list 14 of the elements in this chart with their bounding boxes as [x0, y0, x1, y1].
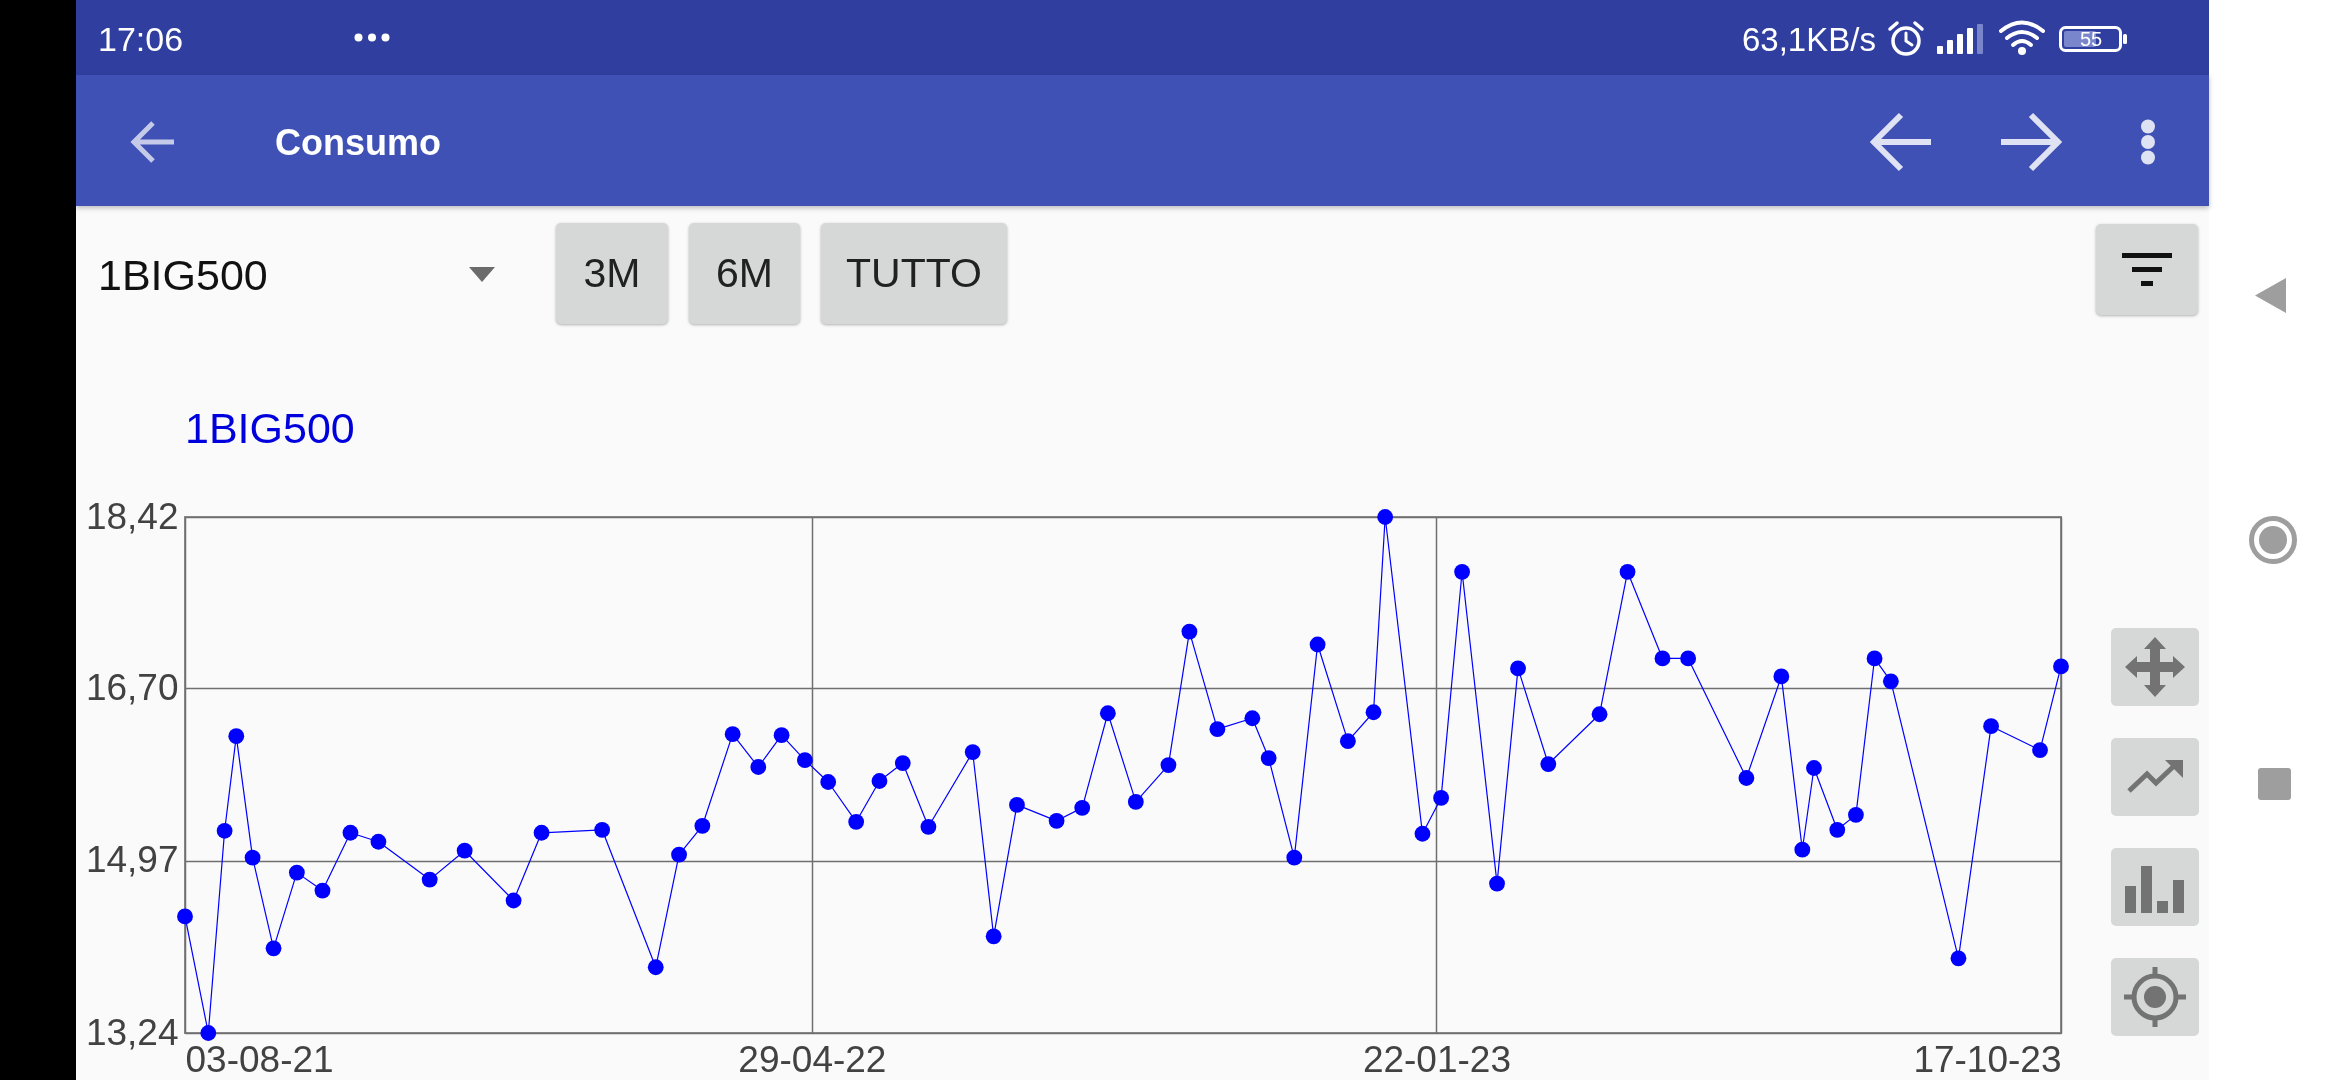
x-tick-label: 29-04-22	[738, 1038, 887, 1080]
text: 1BIG500	[98, 250, 268, 300]
x-tick-label: 22-01-23	[1362, 1038, 1511, 1080]
chart-title: 1BIG500	[185, 404, 355, 452]
text: Consumo	[275, 121, 441, 165]
y-tick-label: 16,70	[85, 666, 179, 708]
y-tick-label: 18,42	[85, 495, 179, 537]
text: 17:06	[98, 19, 184, 59]
x-tick-label: 17-10-23	[1913, 1038, 2062, 1080]
y-tick-label: 13,24	[85, 1011, 179, 1053]
y-tick-label: 14,97	[85, 839, 179, 881]
x-tick-label: 03-08-21	[185, 1038, 334, 1080]
text: 63,1KB/s	[1742, 19, 1876, 59]
text: 55	[2078, 27, 2104, 52]
